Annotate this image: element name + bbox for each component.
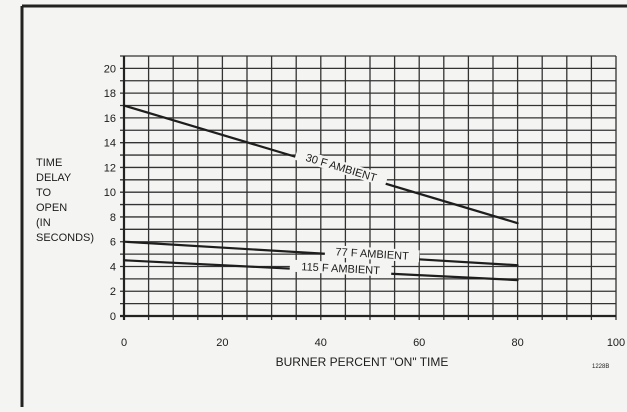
y-tick-label: 12 (104, 162, 116, 174)
y-tick-label: 4 (110, 261, 116, 273)
series-label-bg (289, 259, 392, 277)
y-tick-label: 2 (110, 286, 116, 298)
y-tick-label: 8 (110, 212, 116, 224)
x-tick-label: 80 (511, 337, 523, 349)
series-label-group: 77 F AMBIENT (324, 244, 420, 263)
series-label: 77 F AMBIENT (335, 246, 409, 262)
x-tick-label: 0 (121, 337, 127, 349)
series-label-bg (324, 244, 420, 263)
y-axis-label: TIME DELAY TO OPEN (IN SECONDS) (36, 157, 94, 244)
corner-code: 1228B (592, 364, 609, 370)
y-axis-label-line: (IN (36, 217, 51, 229)
series-label: 115 F AMBIENT (301, 261, 380, 277)
y-tick-label: 14 (104, 138, 116, 150)
x-tick-label: 20 (216, 337, 228, 349)
y-tick-label: 6 (110, 237, 116, 249)
y-axis-label-line: OPEN (36, 202, 67, 214)
y-tick-label: 10 (104, 187, 116, 199)
y-tick-label: 0 (110, 311, 116, 323)
y-axis-label-line: TO (36, 187, 52, 199)
series-line (122, 240, 519, 267)
y-tick-label: 16 (104, 113, 116, 125)
y-axis-label-line: DELAY (36, 172, 72, 184)
x-axis-label: BURNER PERCENT "ON" TIME (276, 355, 449, 369)
x-tick-label: 60 (413, 337, 425, 349)
series-label-group: 115 F AMBIENT (289, 259, 392, 277)
y-axis-label-line: TIME (36, 157, 62, 169)
y-axis-label-line: SECONDS) (36, 232, 94, 244)
series-label-bg (294, 148, 389, 187)
x-tick-label: 40 (315, 337, 327, 349)
x-tick-label: 100 (607, 337, 625, 349)
grid: 0 2 4 6 8 10 12 14 16 18 20 0 20 40 60 80 100 (104, 55, 625, 349)
y-tick-label: 18 (104, 88, 116, 100)
y-tick-label: 20 (104, 63, 116, 75)
